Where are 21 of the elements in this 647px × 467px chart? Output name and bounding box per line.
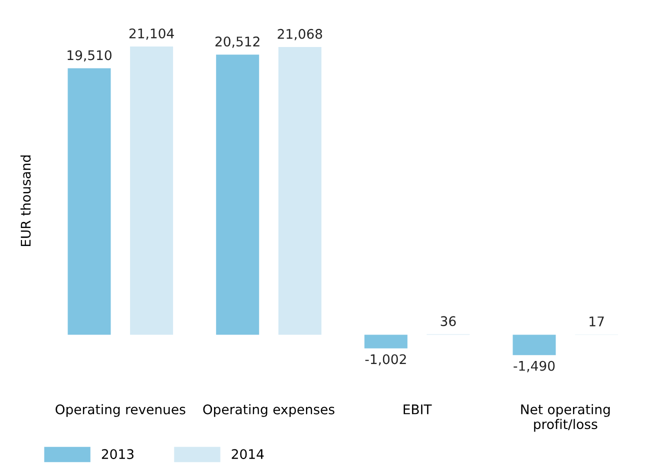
data-label: -1,490	[514, 360, 555, 372]
bar	[130, 46, 174, 335]
data-label: -1,002	[365, 354, 406, 366]
data-label: 36	[440, 316, 456, 326]
x-tick-label: Operating revenues	[56, 404, 186, 417]
bar	[278, 47, 322, 335]
bar	[512, 334, 556, 356]
bar	[68, 68, 111, 335]
data-label: 19,510	[68, 50, 112, 62]
y-axis-title: EUR thousand	[20, 155, 31, 246]
data-label: 21,068	[278, 28, 322, 40]
bar	[216, 54, 260, 335]
legend-label: 2013	[102, 449, 134, 460]
data-label: 20,512	[215, 36, 260, 48]
legend-label: 2014	[232, 449, 264, 460]
data-label: 21,104	[129, 28, 174, 40]
x-tick-label: EBIT	[404, 404, 432, 414]
x-tick-label: Operating expenses	[203, 404, 334, 417]
bar	[364, 334, 408, 348]
x-tick-label: Net operating profit/loss	[521, 404, 610, 432]
data-label: 17	[590, 316, 604, 326]
